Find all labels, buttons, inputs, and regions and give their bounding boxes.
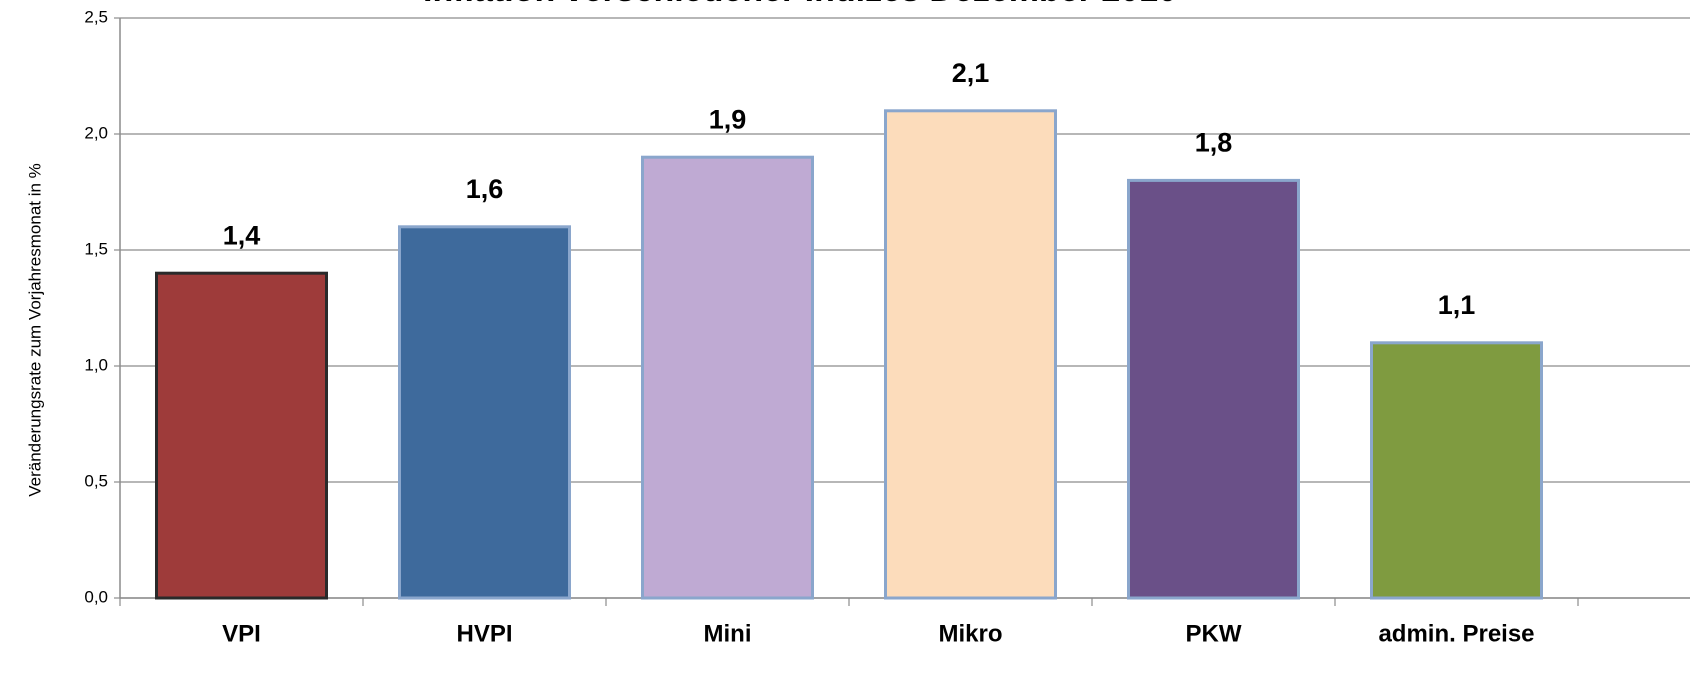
bar [398,225,571,600]
value-label: 1,9 [709,104,747,134]
value-label: 1,1 [1438,290,1476,320]
value-label: 1,8 [1195,128,1233,158]
x-tick-label: PKW [1186,620,1242,647]
y-tick-label: 1,0 [84,355,108,374]
value-label: 1,4 [223,220,261,250]
bar [641,155,814,600]
y-tick-label: 0,0 [84,587,108,606]
x-tick-label: HVPI [456,620,512,647]
value-label: 2,1 [952,58,990,88]
x-tick-label: Mikro [938,620,1002,647]
y-tick-label: 2,0 [84,123,108,142]
x-tick-label: admin. Preise [1378,620,1534,647]
bar [884,109,1057,600]
value-label: 1,6 [466,174,504,204]
x-tick-label: Mini [704,620,752,647]
chart-title: Inflation verschiedener Indizes Dezember… [423,0,1177,9]
y-tick-label: 0,5 [84,471,108,490]
bar [1127,178,1300,600]
bar [155,271,328,600]
y-axis-label: Veränderungsrate zum Vorjahresmonat in % [25,163,44,497]
x-tick-label: VPI [222,620,261,647]
bar [1370,341,1543,600]
y-tick-label: 2,5 [84,7,108,26]
y-tick-label: 1,5 [84,239,108,258]
